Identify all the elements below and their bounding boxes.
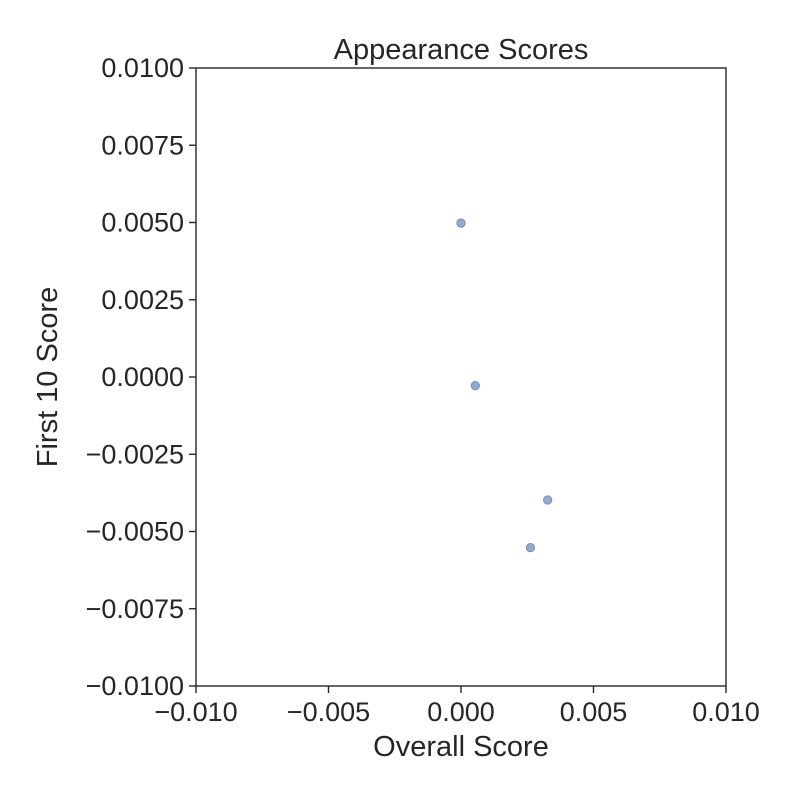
x-axis-title: Overall Score bbox=[373, 731, 549, 763]
y-tick-label: 0.0000 bbox=[101, 362, 184, 392]
y-tick-label: 0.0025 bbox=[101, 285, 184, 315]
data-point bbox=[470, 381, 480, 391]
chart-title: Appearance Scores bbox=[334, 34, 589, 66]
data-point bbox=[543, 495, 553, 505]
data-point bbox=[525, 542, 536, 553]
x-tick-label: −0.010 bbox=[154, 697, 237, 727]
y-tick-label: −0.0075 bbox=[86, 594, 184, 624]
x-tick-label: 0.010 bbox=[692, 697, 760, 727]
x-tick-label: 0.000 bbox=[427, 697, 495, 727]
y-axis-title: First 10 Score bbox=[32, 287, 64, 468]
y-axis: −0.0100 −0.0075 −0.0050 −0.0025 0.0000 0.0025… bbox=[86, 53, 196, 701]
x-axis: −0.010 −0.005 0.000 0.005 0.010 bbox=[154, 686, 760, 727]
y-tick-label: −0.0100 bbox=[86, 671, 184, 701]
x-tick-label: −0.005 bbox=[287, 697, 370, 727]
y-tick-label: −0.0025 bbox=[86, 439, 184, 469]
plot-area-frame bbox=[195, 67, 727, 687]
y-tick-label: 0.0100 bbox=[101, 53, 184, 83]
y-tick-label: 0.0050 bbox=[101, 208, 184, 238]
y-tick-label: 0.0075 bbox=[101, 130, 184, 160]
data-point bbox=[456, 218, 466, 228]
y-tick-label: −0.0050 bbox=[86, 517, 184, 547]
x-tick-label: 0.005 bbox=[560, 697, 628, 727]
data-points bbox=[456, 218, 553, 553]
